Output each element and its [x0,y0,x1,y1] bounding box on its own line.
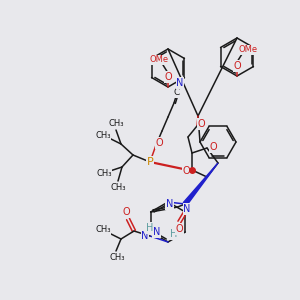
Text: O: O [233,61,241,71]
Text: O: O [182,166,190,176]
Text: OMe: OMe [149,56,169,64]
Text: N: N [183,204,191,214]
Text: O: O [176,224,183,234]
Text: N: N [153,227,160,237]
Text: P: P [147,157,153,167]
Text: OMe: OMe [238,46,258,55]
Text: CH₃: CH₃ [95,130,111,140]
Text: N: N [176,78,184,88]
Text: N: N [176,227,183,237]
Text: N: N [166,199,173,209]
Text: O: O [197,119,205,129]
Text: C: C [174,88,180,97]
Text: H: H [146,223,154,233]
Text: N: N [141,231,149,241]
Text: O: O [164,72,172,82]
Text: CH₃: CH₃ [95,226,111,235]
Text: H: H [169,229,177,239]
Text: O: O [155,138,163,148]
Polygon shape [183,163,218,206]
Text: CH₃: CH₃ [109,253,125,262]
Text: CH₃: CH₃ [108,119,124,128]
Text: CH₃: CH₃ [110,182,126,191]
Text: CH₃: CH₃ [96,169,112,178]
Text: O: O [209,142,217,152]
Text: O: O [122,207,130,217]
